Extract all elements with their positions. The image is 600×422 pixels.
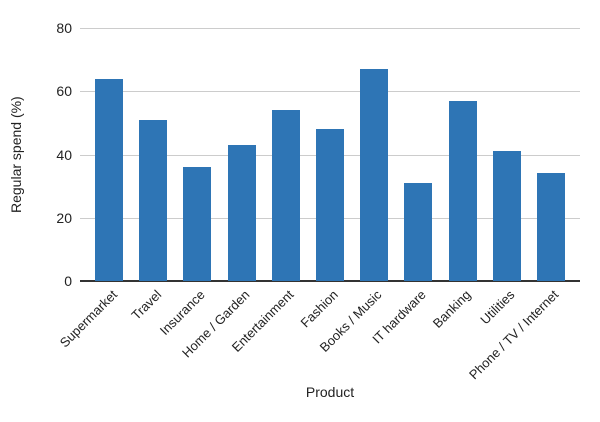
x-tick-label-utilities: Utilities bbox=[477, 287, 518, 328]
y-tick-label-40: 40 bbox=[56, 146, 72, 163]
bar-books-music bbox=[360, 69, 389, 281]
x-tick-label-banking: Banking bbox=[429, 287, 474, 331]
x-axis-labels: Supermarket Travel Insurance Home / Garden E… bbox=[56, 287, 580, 382]
y-tick-label-0: 0 bbox=[64, 273, 72, 289]
x-axis-title: Product bbox=[305, 384, 355, 400]
gridline-60 bbox=[80, 91, 580, 93]
bar-phone-tv-internet bbox=[536, 173, 565, 281]
bar-fashion bbox=[315, 129, 344, 281]
bar-utilities bbox=[492, 151, 521, 281]
y-tick-label-60: 60 bbox=[56, 83, 72, 100]
bar-supermarket bbox=[95, 78, 123, 281]
bar-banking bbox=[448, 100, 477, 281]
bar-it-hardware bbox=[404, 182, 433, 281]
bar-home-garden bbox=[227, 145, 256, 281]
y-axis-ticks: 0 20 40 60 80 bbox=[0, 0, 72, 422]
y-tick-label-20: 20 bbox=[56, 209, 72, 226]
y-tick-label-80: 80 bbox=[56, 20, 72, 36]
bar-travel bbox=[139, 119, 168, 281]
gridline-80 bbox=[80, 28, 580, 29]
x-axis-line bbox=[80, 280, 580, 282]
x-tick-label-travel: Travel bbox=[128, 287, 164, 323]
bar-entertainment bbox=[271, 110, 300, 281]
bar-insurance bbox=[183, 167, 212, 281]
bars bbox=[80, 28, 580, 281]
plot-area bbox=[80, 28, 580, 282]
